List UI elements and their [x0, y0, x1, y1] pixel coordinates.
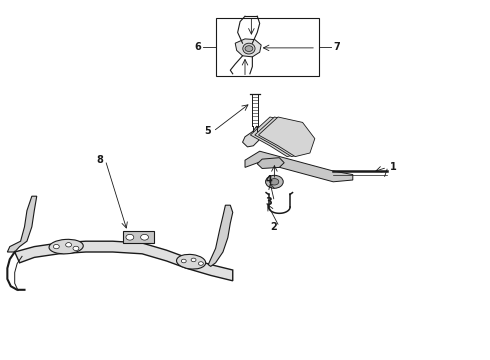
Polygon shape: [243, 126, 261, 147]
Polygon shape: [245, 151, 353, 182]
Text: 3: 3: [265, 197, 272, 207]
Circle shape: [245, 46, 253, 51]
Ellipse shape: [243, 43, 255, 54]
Circle shape: [73, 246, 79, 251]
Text: 7: 7: [333, 42, 340, 52]
Polygon shape: [250, 117, 307, 157]
Circle shape: [191, 258, 196, 262]
Text: 4: 4: [265, 175, 272, 185]
Text: 2: 2: [270, 222, 277, 232]
Polygon shape: [208, 205, 233, 266]
Circle shape: [198, 262, 203, 265]
Circle shape: [66, 243, 72, 247]
Polygon shape: [259, 117, 315, 157]
Text: 6: 6: [194, 42, 201, 52]
Ellipse shape: [176, 255, 206, 269]
Circle shape: [270, 179, 279, 185]
Polygon shape: [7, 196, 37, 252]
Bar: [216, 18, 318, 76]
Bar: [122, 231, 154, 243]
Ellipse shape: [49, 239, 83, 254]
Text: 8: 8: [96, 155, 103, 165]
Circle shape: [266, 175, 283, 188]
Circle shape: [53, 244, 59, 249]
Text: 1: 1: [390, 162, 396, 172]
Circle shape: [181, 259, 186, 263]
Polygon shape: [255, 117, 311, 157]
Polygon shape: [15, 241, 233, 281]
Polygon shape: [257, 158, 284, 168]
Circle shape: [141, 234, 148, 240]
Text: 5: 5: [204, 126, 211, 136]
Circle shape: [126, 234, 134, 240]
Polygon shape: [235, 39, 261, 57]
